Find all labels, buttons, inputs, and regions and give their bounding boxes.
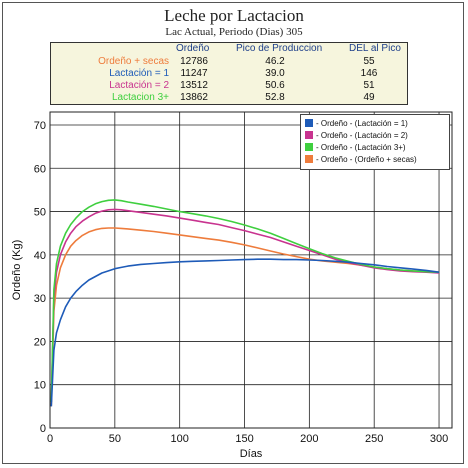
chart-title: Leche por Lactacion: [164, 6, 304, 25]
y-tick-label: 60: [34, 163, 46, 175]
summary-row-pico: 39.0: [265, 68, 285, 79]
series-line: [50, 208, 440, 403]
x-tick-label: 250: [365, 433, 383, 445]
x-tick-label: 150: [235, 433, 253, 445]
summary-row-pico: 46.2: [265, 56, 285, 67]
y-tick-label: 70: [34, 120, 46, 132]
x-tick-label: 0: [47, 433, 53, 445]
summary-header-del: DEL al Pico: [349, 43, 401, 54]
summary-header-ordeno: Ordeño: [176, 43, 210, 54]
y-tick-label: 50: [34, 207, 46, 219]
y-tick-label: 40: [34, 250, 46, 262]
summary-row-del: 49: [363, 92, 375, 103]
summary-row-label: Lactación = 1: [109, 68, 169, 79]
legend-swatch: [305, 131, 313, 139]
legend-swatch: [305, 155, 313, 163]
summary-row-label: Lactación = 2: [109, 80, 169, 91]
summary-row-del: 146: [360, 68, 378, 79]
x-tick-label: 50: [109, 433, 121, 445]
chart-legend: - Ordeño - (Lactación = 1) - Ordeño - (L…: [300, 114, 450, 170]
x-tick-label: 100: [170, 433, 188, 445]
legend-item: - Ordeño - (Lactación = 2): [305, 130, 408, 141]
y-tick-label: 10: [34, 380, 46, 392]
y-axis-label: Ordeño (Kg): [11, 240, 23, 301]
legend-label: - Ordeño - (Lactación = 2): [316, 131, 408, 140]
summary-row-ordeno: 13512: [180, 80, 208, 91]
summary-row-ordeno: 11247: [180, 68, 208, 79]
y-tick-label: 0: [40, 423, 46, 435]
summary-row-ordeno: 12786: [180, 56, 208, 67]
summary-row-del: 55: [363, 56, 375, 67]
summary-row-label: Ordeño + secas: [98, 56, 169, 67]
chart-subtitle: Lac Actual, Periodo (Dias) 305: [165, 26, 303, 38]
legend-label: - Ordeño - (Lactación = 1): [316, 119, 408, 128]
legend-item: - Ordeño - (Lactación = 1): [305, 118, 408, 129]
x-axis-label: Días: [240, 448, 263, 460]
x-tick-label: 200: [300, 433, 318, 445]
legend-label: - Ordeño - (Lactación 3+): [316, 143, 406, 152]
summary-header-pico: Pico de Produccion: [236, 43, 323, 54]
y-tick-label: 20: [34, 336, 46, 348]
legend-swatch: [305, 143, 313, 151]
summary-row-pico: 52.8: [265, 92, 285, 103]
summary-table: Ordeño Pico de Produccion DEL al Pico Or…: [50, 42, 408, 105]
y-tick-label: 30: [34, 293, 46, 305]
summary-row-label: Lactacion 3+: [112, 92, 169, 103]
legend-swatch: [305, 119, 313, 127]
summary-row-pico: 50.6: [265, 80, 285, 91]
legend-label: - Ordeño - (Ordeño + secas): [316, 155, 417, 164]
summary-row-del: 51: [363, 80, 375, 91]
legend-item: - Ordeño - (Ordeño + secas): [305, 154, 417, 165]
series-line: [50, 258, 440, 407]
legend-item: - Ordeño - (Lactación 3+): [305, 142, 406, 153]
x-tick-label: 300: [430, 433, 448, 445]
summary-row-ordeno: 13862: [180, 92, 208, 103]
